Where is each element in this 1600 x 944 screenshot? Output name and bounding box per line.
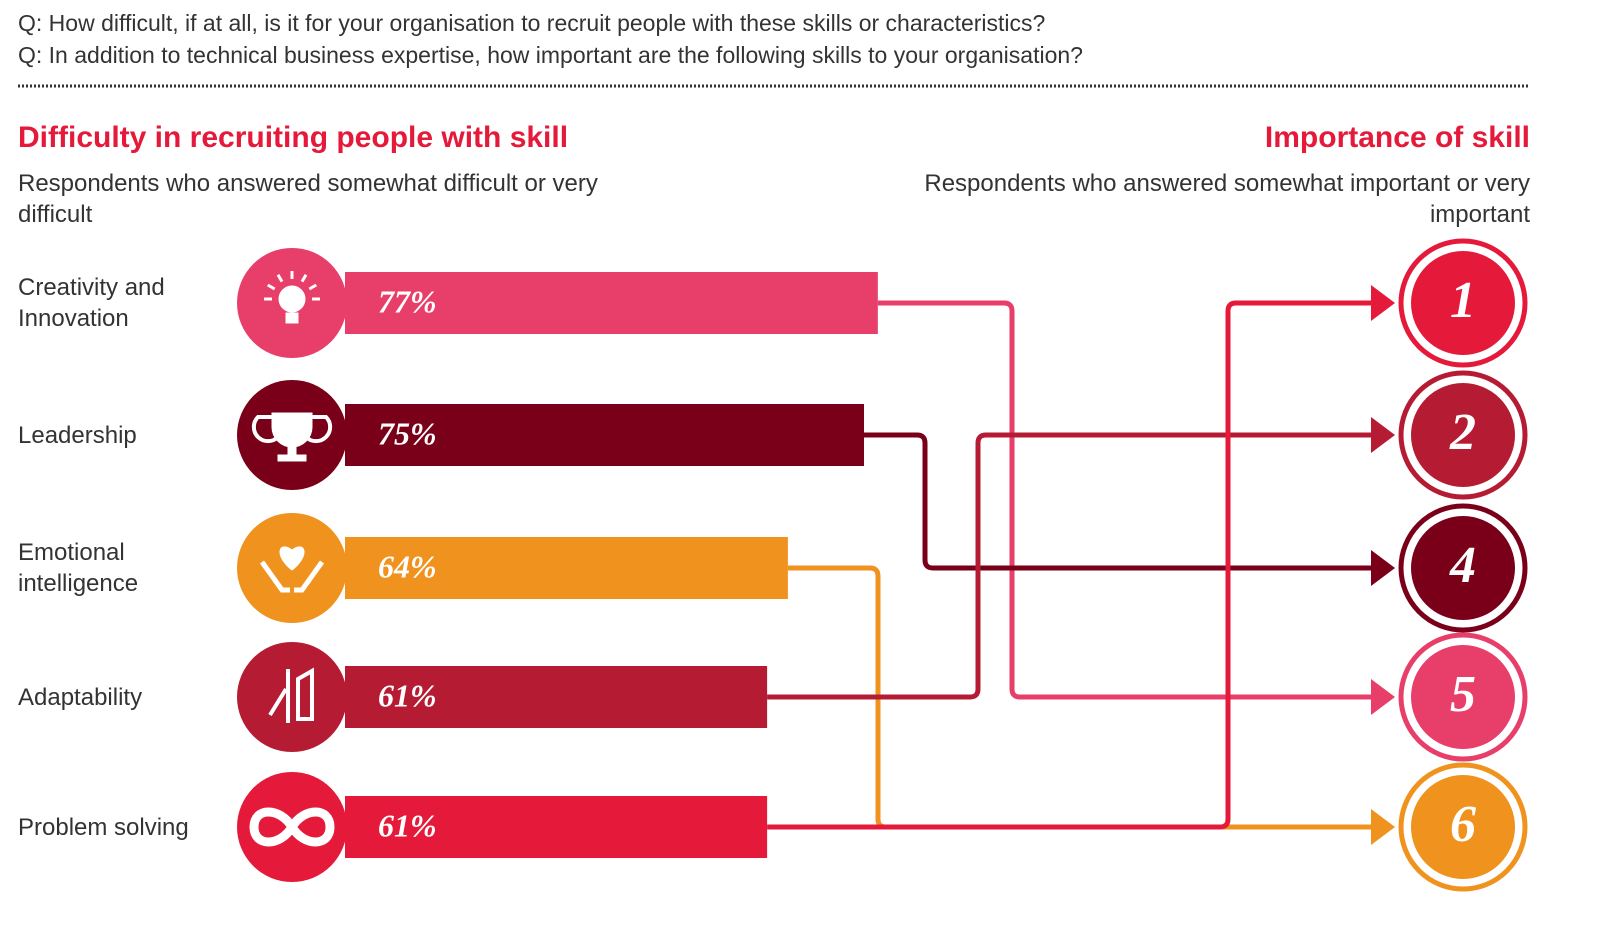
icon-part xyxy=(287,444,297,456)
question: Q: In addition to technical business exp… xyxy=(18,42,1083,68)
arrow xyxy=(1371,285,1395,321)
icon-part xyxy=(267,283,276,291)
bar xyxy=(345,666,768,728)
icon-circle xyxy=(237,642,347,752)
arrow xyxy=(1371,809,1395,845)
icon xyxy=(251,412,333,462)
right-subtitle: Respondents who answered somewhat import… xyxy=(924,170,1530,228)
arrow xyxy=(1371,550,1395,586)
icon-part xyxy=(276,274,284,283)
icon xyxy=(268,667,314,723)
icon-part xyxy=(251,415,333,444)
category-label: Problem solving xyxy=(18,813,189,841)
icon-part xyxy=(259,560,325,593)
category-label: Leadership xyxy=(18,421,137,449)
question: Q: How difficult, if at all, is it for y… xyxy=(18,10,1046,36)
rank-circle xyxy=(1411,383,1515,487)
icon xyxy=(264,271,320,324)
icon xyxy=(249,807,335,847)
icon-part xyxy=(271,412,313,448)
value-label: 75% xyxy=(378,415,437,451)
icon-part xyxy=(285,312,299,324)
rank-circle xyxy=(1411,775,1515,879)
icon-part xyxy=(308,283,317,291)
left-subtitle: Respondents who answered somewhat diffic… xyxy=(18,170,598,228)
category-label: Adaptability xyxy=(18,683,143,711)
icon-part xyxy=(268,667,314,723)
arrow xyxy=(1371,417,1395,453)
icon-part xyxy=(300,274,308,283)
icon-part xyxy=(278,285,306,313)
bar xyxy=(345,537,788,599)
category-label: Creativity and Innovation xyxy=(18,274,165,332)
value-label: 64% xyxy=(378,548,437,584)
rank-ring xyxy=(1398,370,1528,500)
value-label: 77% xyxy=(378,283,437,319)
rank-label: 2 xyxy=(1449,404,1476,461)
arrow xyxy=(1371,679,1395,715)
bar xyxy=(345,272,878,334)
rank-circle xyxy=(1411,251,1515,355)
connector xyxy=(864,432,1375,571)
bar xyxy=(345,404,864,466)
rank-label: 5 xyxy=(1450,666,1476,723)
rank-label: 1 xyxy=(1450,272,1476,329)
rank-ring xyxy=(1398,503,1528,633)
rank-ring xyxy=(1398,632,1528,762)
rank-circle xyxy=(1411,645,1515,749)
category-label: Emotional intelligence xyxy=(18,539,139,597)
right-title: Importance of skill xyxy=(1264,121,1530,154)
value-label: 61% xyxy=(378,807,437,843)
icon xyxy=(259,546,325,593)
connector xyxy=(767,432,1375,700)
connector xyxy=(877,300,1375,700)
rank-label: 6 xyxy=(1450,796,1476,853)
rank-circle xyxy=(1411,516,1515,620)
left-title: Difficulty in recruiting people with ski… xyxy=(18,121,569,154)
rank-ring xyxy=(1398,762,1528,892)
icon-part xyxy=(279,546,305,571)
icon-part xyxy=(249,807,335,847)
bar xyxy=(345,796,768,858)
rank-label: 4 xyxy=(1449,537,1476,594)
connector xyxy=(767,300,1375,830)
rank-ring xyxy=(1398,238,1528,368)
value-label: 61% xyxy=(378,677,437,713)
icon-part xyxy=(277,454,307,462)
